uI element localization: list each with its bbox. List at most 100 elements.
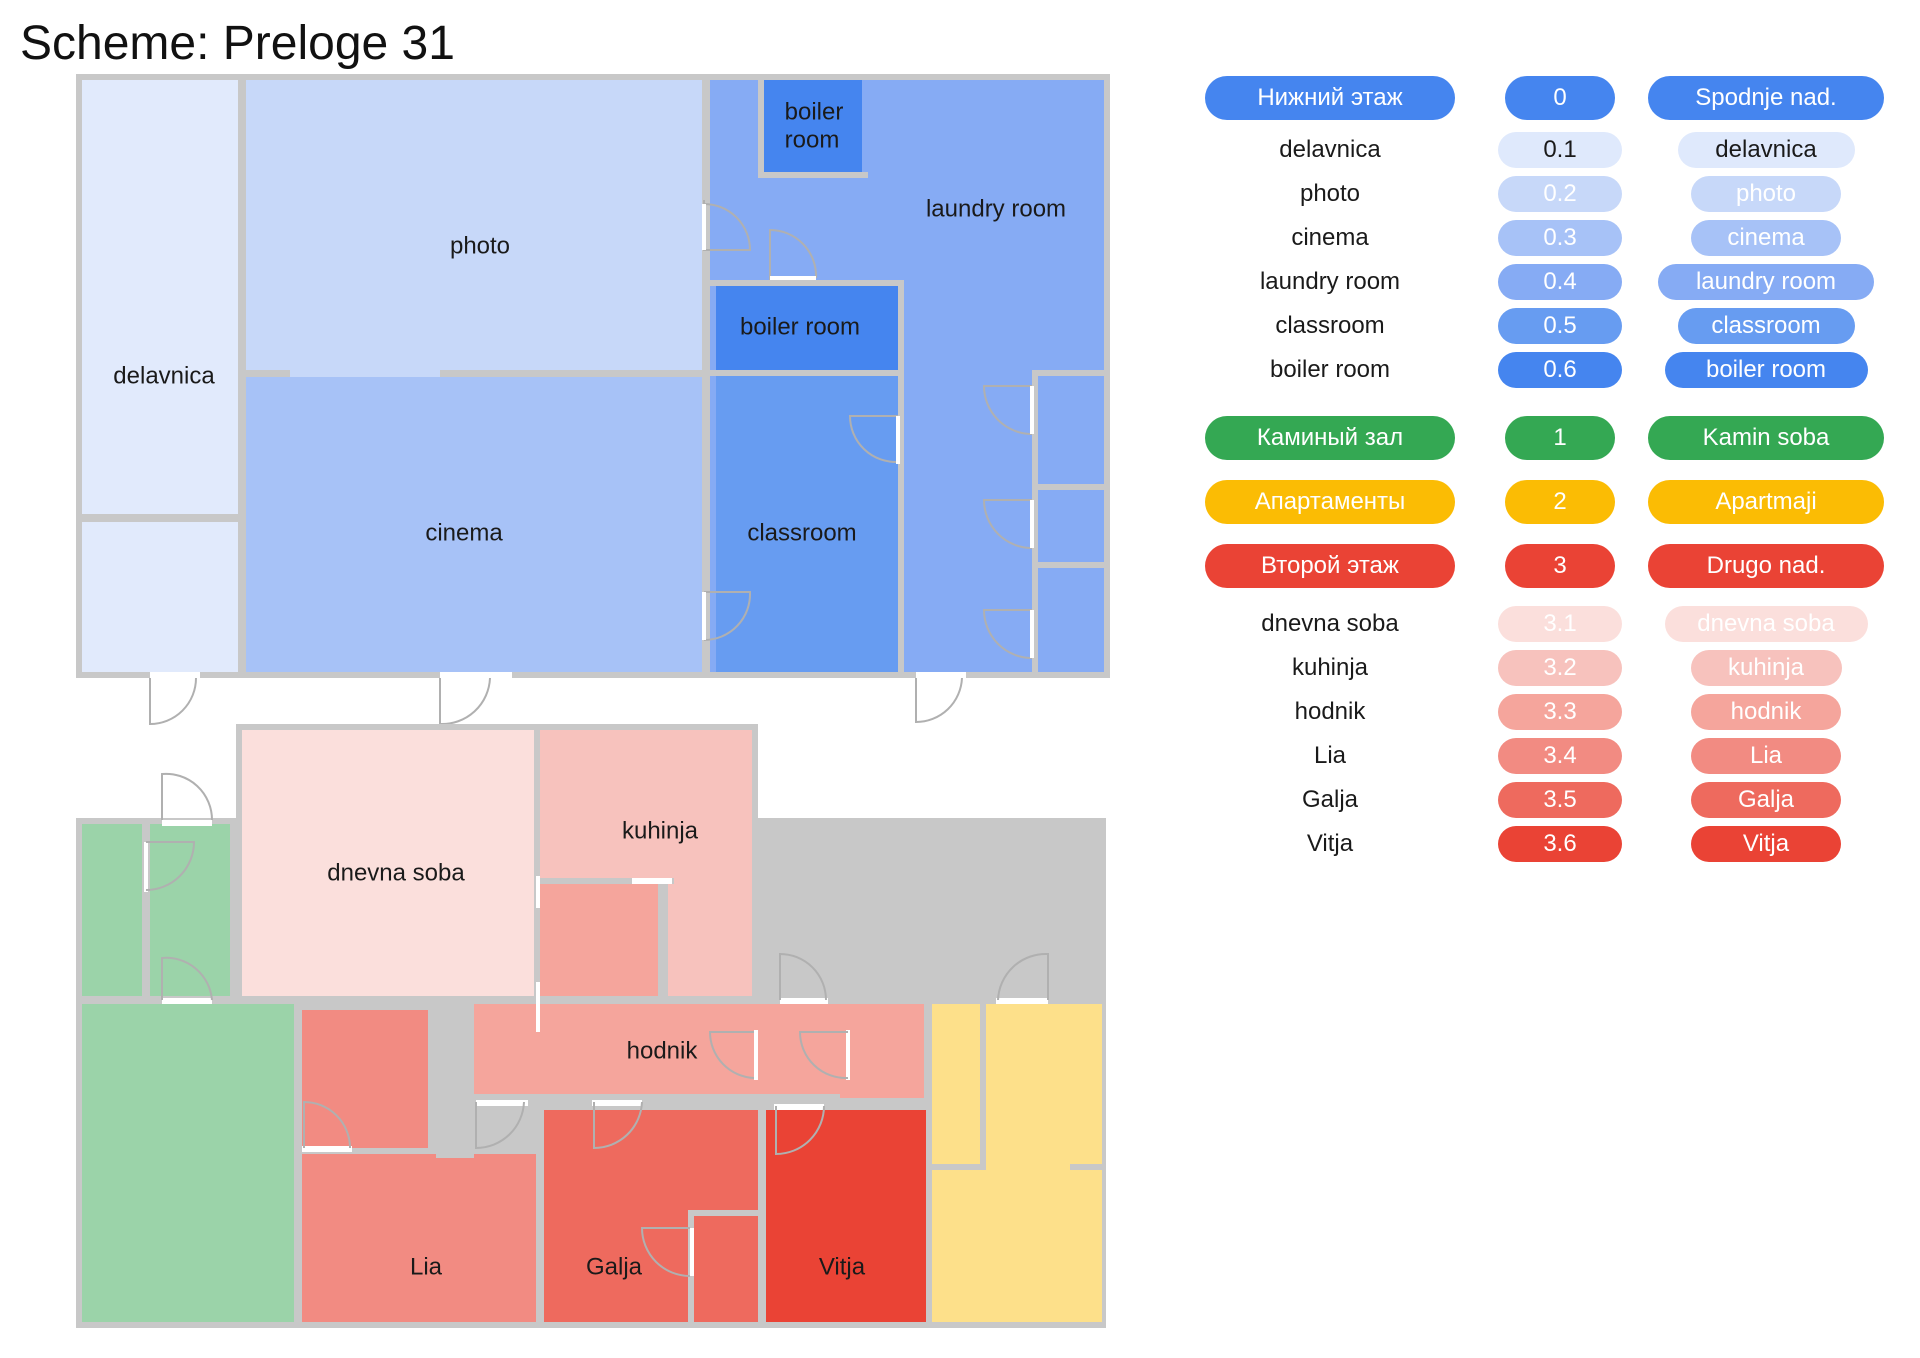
legend-num-3.2: 3.2 xyxy=(1498,650,1622,686)
legend-sl-2: Apartmaji xyxy=(1648,480,1884,524)
legend-sl-3.1: dnevna soba xyxy=(1664,606,1868,642)
doors-lower xyxy=(149,200,1033,726)
wall xyxy=(758,80,764,178)
legend-ru-0.2: photo xyxy=(1299,180,1361,207)
kuhinja-lower xyxy=(668,884,752,1000)
legend-sl-3.4: Lia xyxy=(1691,738,1841,774)
legend-ru-3.1: dnevna soba xyxy=(1261,610,1399,637)
room-label-delavnica: delavnica xyxy=(113,362,215,389)
wall xyxy=(1032,562,1104,568)
wall xyxy=(230,996,758,1004)
room-label-dnevna-soba: dnevna soba xyxy=(327,859,465,886)
legend-ru-0.6: boiler room xyxy=(1269,356,1391,383)
wall xyxy=(710,280,904,286)
room-vitja[interactable] xyxy=(766,1110,926,1322)
room-cinema[interactable] xyxy=(246,377,702,672)
room-label-photo: photo xyxy=(450,232,510,259)
wall xyxy=(82,514,238,522)
legend-ru-0.5: classroom xyxy=(1275,312,1385,339)
room-delavnica[interactable] xyxy=(82,80,238,514)
wall xyxy=(294,1004,302,1322)
legend-num-0.3: 0.3 xyxy=(1498,220,1622,256)
room-label-classroom: classroom xyxy=(747,519,856,546)
room-hodnik-end[interactable] xyxy=(840,1004,924,1098)
door-gaps-lower xyxy=(702,204,1034,658)
wall xyxy=(1032,370,1038,672)
legend-ru-0.4: laundry room xyxy=(1259,268,1401,295)
room-label-boiler-small-1: boiler xyxy=(785,98,844,125)
legend-ru-3.4: Lia xyxy=(1313,742,1347,769)
room-photo[interactable] xyxy=(246,80,702,371)
opening xyxy=(150,672,200,678)
wall xyxy=(1032,484,1104,490)
wall xyxy=(980,1004,986,1170)
legend-ru-2: Апартаменты xyxy=(1205,480,1455,524)
wall xyxy=(238,80,246,672)
wall xyxy=(758,1104,766,1322)
page-title: Scheme: Preloge 31 xyxy=(20,17,455,70)
wall xyxy=(246,370,704,377)
legend-ru-0: Нижний этаж xyxy=(1205,76,1455,120)
room-boiler[interactable] xyxy=(716,286,898,370)
wall xyxy=(710,370,904,376)
room-label-kuhinja: kuhinja xyxy=(622,817,699,844)
legend-sl-0.5: classroom xyxy=(1677,308,1855,344)
doors-upper xyxy=(145,772,1049,1277)
legend-ru-3: Второй этаж xyxy=(1205,544,1455,588)
room-label-lia: Lia xyxy=(410,1253,443,1280)
legend-sl-3.5: Galja xyxy=(1691,782,1841,818)
legend-ru-3.6: Vitja xyxy=(1306,830,1354,857)
legend-sl-3.3: hodnik xyxy=(1691,694,1841,730)
room-delavnica-annex[interactable] xyxy=(82,522,238,672)
room-apartmaji[interactable] xyxy=(932,1004,1102,1322)
room-kamin[interactable] xyxy=(82,1004,294,1322)
room-label-hodnik: hodnik xyxy=(627,1037,699,1064)
legend-num-3.6: 3.6 xyxy=(1498,826,1622,862)
legend-num-0.4: 0.4 xyxy=(1498,264,1622,300)
room-lia[interactable] xyxy=(302,1154,536,1322)
wall xyxy=(436,1010,474,1158)
room-label-boiler: boiler room xyxy=(740,313,860,340)
wall xyxy=(536,1104,544,1322)
room-label-boiler-small-2: room xyxy=(785,126,840,153)
legend-num-0.1: 0.1 xyxy=(1498,132,1622,168)
legend-sl-0.3: cinema xyxy=(1691,220,1841,256)
room-green-small-1[interactable] xyxy=(82,824,142,996)
wall xyxy=(898,280,904,678)
opening xyxy=(916,672,966,678)
room-green-small-2[interactable] xyxy=(150,824,230,996)
room-dnevna-soba[interactable] xyxy=(242,730,534,996)
opening xyxy=(290,370,440,377)
room-lia-upper[interactable] xyxy=(302,1010,428,1148)
wall xyxy=(658,884,668,1004)
legend-ru-0.3: cinema xyxy=(1291,224,1369,251)
legend-num-0.5: 0.5 xyxy=(1498,308,1622,344)
legend-sl-0.6: boiler room xyxy=(1664,352,1868,388)
legend-num-3.5: 3.5 xyxy=(1498,782,1622,818)
wall xyxy=(1070,1164,1102,1170)
legend-sl-1: Kamin soba xyxy=(1648,416,1884,460)
room-boiler-small[interactable] xyxy=(764,80,862,172)
wall xyxy=(926,998,932,1322)
legend-ru-3.3: hodnik xyxy=(1294,698,1366,725)
room-label-galja: Galja xyxy=(586,1253,643,1280)
wall xyxy=(534,878,674,884)
legend-num-0: 0 xyxy=(1505,76,1615,120)
room-classroom[interactable] xyxy=(716,376,898,672)
room-label-cinema: cinema xyxy=(425,519,503,546)
legend-num-2: 2 xyxy=(1505,480,1615,524)
legend-sl-0.2: photo xyxy=(1691,176,1841,212)
wall xyxy=(474,1100,926,1110)
legend-num-1: 1 xyxy=(1505,416,1615,460)
legend-ru-0.1: delavnica xyxy=(1279,136,1381,163)
legend-num-0.6: 0.6 xyxy=(1498,352,1622,388)
legend-sl-3: Drugo nad. xyxy=(1648,544,1884,588)
legend-num-3.3: 3.3 xyxy=(1498,694,1622,730)
legend-sl-0: Spodnje nad. xyxy=(1648,76,1884,120)
legend-ru-3.2: kuhinja xyxy=(1291,654,1369,681)
legend-sl-0.4: laundry room xyxy=(1658,264,1874,300)
wall xyxy=(758,172,868,178)
legend-sl-3.6: Vitja xyxy=(1691,826,1841,862)
opening xyxy=(440,672,512,678)
